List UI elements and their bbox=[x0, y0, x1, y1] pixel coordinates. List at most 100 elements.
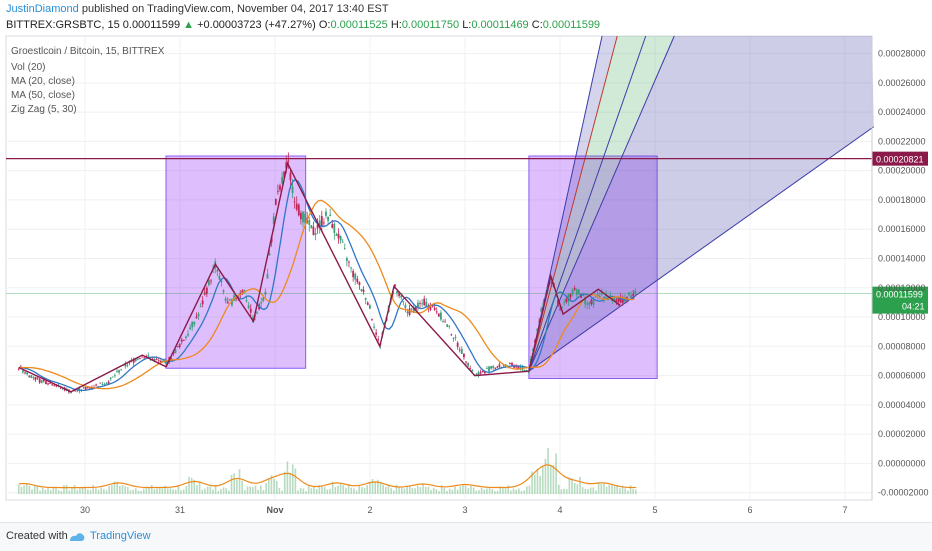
candle-body bbox=[366, 302, 369, 305]
gann-fan-drawing[interactable] bbox=[528, 35, 875, 372]
candle-body bbox=[496, 366, 499, 368]
volume-bar bbox=[137, 490, 140, 495]
candle-body bbox=[335, 234, 338, 236]
volume-bar bbox=[363, 487, 366, 495]
high-value: 0.00011750 bbox=[401, 19, 460, 31]
candle-body bbox=[371, 319, 373, 321]
candle-body bbox=[465, 361, 467, 363]
volume-bar bbox=[286, 461, 289, 495]
zigzag-line bbox=[18, 161, 621, 393]
candle-body bbox=[274, 198, 277, 205]
candle-body bbox=[300, 212, 302, 220]
volume-bar bbox=[523, 490, 525, 495]
volume-bar bbox=[209, 486, 212, 495]
y-tick-label: 0.00006000 bbox=[878, 371, 926, 381]
candle-body bbox=[155, 358, 158, 360]
candle-body bbox=[358, 282, 361, 285]
volume-bar bbox=[108, 486, 110, 495]
resistance-line[interactable]: 0.00020821 0.00011599 04:21 bbox=[6, 151, 928, 314]
candle-body bbox=[417, 302, 419, 309]
candle-body bbox=[435, 311, 438, 313]
volume-bar bbox=[581, 487, 584, 495]
candle-body bbox=[109, 377, 112, 379]
candle-body bbox=[373, 326, 375, 328]
volume-bar bbox=[196, 485, 198, 495]
candle-body bbox=[143, 357, 146, 359]
candle-body bbox=[126, 364, 129, 366]
candle-body bbox=[228, 299, 231, 301]
candle-body bbox=[82, 387, 85, 389]
candle-body bbox=[559, 309, 561, 311]
candle-body bbox=[592, 299, 595, 305]
candle-body bbox=[222, 290, 225, 293]
candle-body bbox=[630, 295, 633, 298]
volume-bar bbox=[257, 489, 259, 495]
volume-bar bbox=[379, 481, 382, 495]
candle-body bbox=[176, 345, 179, 347]
volume-bar bbox=[220, 488, 222, 495]
candle-body bbox=[193, 321, 196, 325]
volume-bar bbox=[464, 486, 467, 495]
tradingview-link[interactable]: TradingView bbox=[90, 530, 151, 542]
volume-bar bbox=[406, 486, 408, 495]
candle-body bbox=[423, 298, 426, 306]
candle-body bbox=[40, 380, 43, 383]
y-tick-label: 0.00010000 bbox=[878, 312, 926, 322]
volume-bar bbox=[233, 473, 236, 495]
volume-bar bbox=[25, 483, 28, 495]
time-axis[interactable]: 30 31 Nov 2 3 4 5 6 7 bbox=[80, 505, 848, 515]
chart-grid bbox=[5, 35, 873, 501]
volume-bar bbox=[494, 491, 496, 495]
rectangle-drawings[interactable] bbox=[165, 155, 658, 380]
candle-body bbox=[594, 296, 597, 298]
y-tick-label: 0.00008000 bbox=[878, 341, 926, 351]
candle-body bbox=[147, 355, 150, 357]
candle-body bbox=[47, 383, 49, 385]
candle-body bbox=[103, 383, 106, 385]
candle-body bbox=[187, 334, 189, 336]
candle-body bbox=[157, 360, 160, 362]
candle-body bbox=[310, 225, 313, 229]
candle-body bbox=[30, 375, 33, 378]
candle-body bbox=[588, 302, 591, 305]
volume-bar bbox=[486, 488, 488, 495]
candle-body bbox=[554, 294, 557, 295]
candle-body bbox=[220, 280, 223, 283]
candle-body bbox=[166, 360, 169, 365]
volume-bar bbox=[403, 488, 406, 495]
volume-bar bbox=[345, 487, 347, 495]
candle-body bbox=[136, 358, 139, 360]
author-link[interactable]: JustinDiamond bbox=[6, 3, 79, 15]
open-label: O: bbox=[318, 19, 331, 31]
volume-bar bbox=[302, 488, 305, 495]
volume-bar bbox=[73, 484, 76, 495]
volume-bar bbox=[374, 482, 376, 495]
volume-bar bbox=[390, 488, 392, 495]
candle-body bbox=[241, 290, 244, 294]
x-tick-label: 3 bbox=[462, 505, 467, 515]
y-tick-label: 0.00028000 bbox=[878, 49, 926, 59]
volume-bar bbox=[451, 490, 454, 495]
volume-bar bbox=[249, 486, 251, 495]
candle-body bbox=[481, 370, 484, 373]
low-label: L: bbox=[462, 19, 472, 31]
candle-body bbox=[329, 214, 332, 216]
volume-bar bbox=[71, 488, 73, 495]
volume-bar bbox=[161, 488, 164, 495]
volume-bar bbox=[536, 468, 539, 495]
candle-body bbox=[603, 297, 605, 299]
price-axis[interactable]: 0.00028000 0.00026000 0.00024000 0.00022000… bbox=[11, 36, 929, 500]
volume-bar bbox=[563, 488, 565, 495]
volume-bar bbox=[369, 482, 371, 495]
candle-body bbox=[210, 280, 212, 282]
tradingview-logo-icon bbox=[70, 533, 85, 541]
candle-body bbox=[42, 379, 45, 382]
candle-body bbox=[118, 370, 120, 373]
candle-body bbox=[201, 300, 204, 305]
candle-body bbox=[440, 312, 442, 320]
volume-bar bbox=[462, 485, 464, 495]
volume-bar bbox=[393, 490, 395, 495]
volume-bar bbox=[443, 487, 446, 495]
volume-bar bbox=[448, 488, 451, 495]
